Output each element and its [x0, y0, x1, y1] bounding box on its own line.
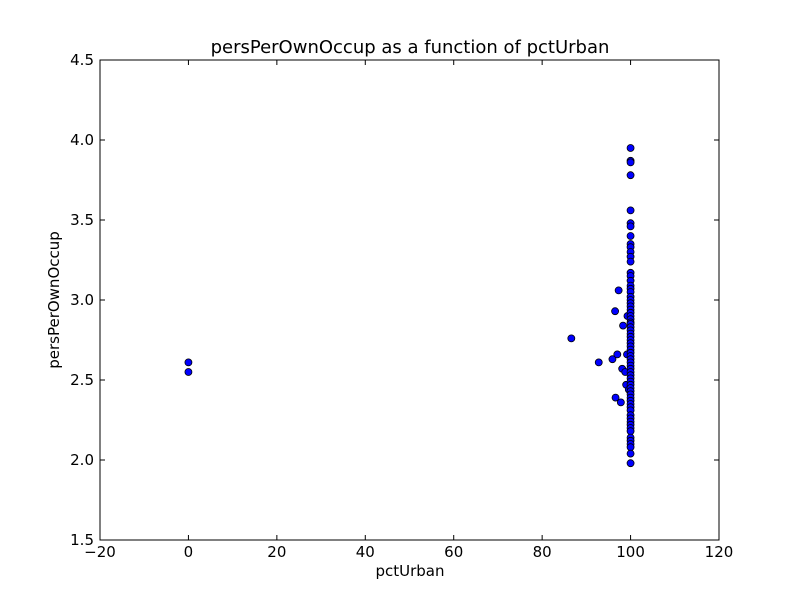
- x-tick-label: 80: [533, 543, 552, 561]
- data-point: [567, 334, 576, 343]
- plot-frame: [99, 59, 720, 541]
- y-tick-label: 2.0: [70, 451, 94, 469]
- data-point: [626, 459, 635, 468]
- data-point: [626, 449, 635, 458]
- x-tick-label: −20: [84, 543, 116, 561]
- data-point: [616, 398, 625, 407]
- x-axis-label: pctUrban: [375, 562, 444, 580]
- data-points: [184, 144, 635, 468]
- data-point: [614, 286, 623, 295]
- x-tick-label: 60: [444, 543, 463, 561]
- data-point: [613, 350, 622, 359]
- data-point: [184, 368, 193, 376]
- data-point: [608, 355, 617, 364]
- y-axis-label: persPerOwnOccup: [45, 231, 63, 369]
- y-tick-label: 3.0: [70, 291, 94, 309]
- data-point: [611, 393, 620, 402]
- x-tick-label: 0: [184, 543, 194, 561]
- data-point: [626, 232, 635, 240]
- x-tick-label: 40: [356, 543, 375, 561]
- chart-title: persPerOwnOccup as a function of pctUrba…: [211, 37, 610, 58]
- data-point: [626, 171, 635, 180]
- y-tick-label: 3.5: [70, 211, 94, 229]
- data-point: [626, 443, 635, 452]
- axis-ticks: −20 0 20 40 60 80 100 120 1.5 2.0 2.5 3.0 3.5 4.0 4.5: [70, 51, 733, 561]
- data-point: [626, 257, 635, 266]
- x-tick-label: 120: [705, 543, 734, 561]
- data-point: [184, 358, 193, 367]
- y-tick-label: 2.5: [70, 371, 94, 389]
- plot-area: [99, 59, 720, 541]
- data-point: [626, 158, 635, 167]
- data-point: [626, 206, 635, 215]
- x-tick-label: 20: [267, 543, 286, 561]
- x-tick-label: 100: [616, 543, 645, 561]
- y-tick-label: 4.5: [70, 51, 94, 69]
- y-tick-label: 4.0: [70, 131, 94, 149]
- data-point: [626, 427, 635, 436]
- data-point: [626, 222, 635, 231]
- data-point: [626, 144, 635, 152]
- y-tick-label: 1.5: [70, 531, 94, 549]
- data-point: [619, 321, 627, 330]
- data-point: [611, 307, 619, 316]
- data-point: [594, 358, 603, 367]
